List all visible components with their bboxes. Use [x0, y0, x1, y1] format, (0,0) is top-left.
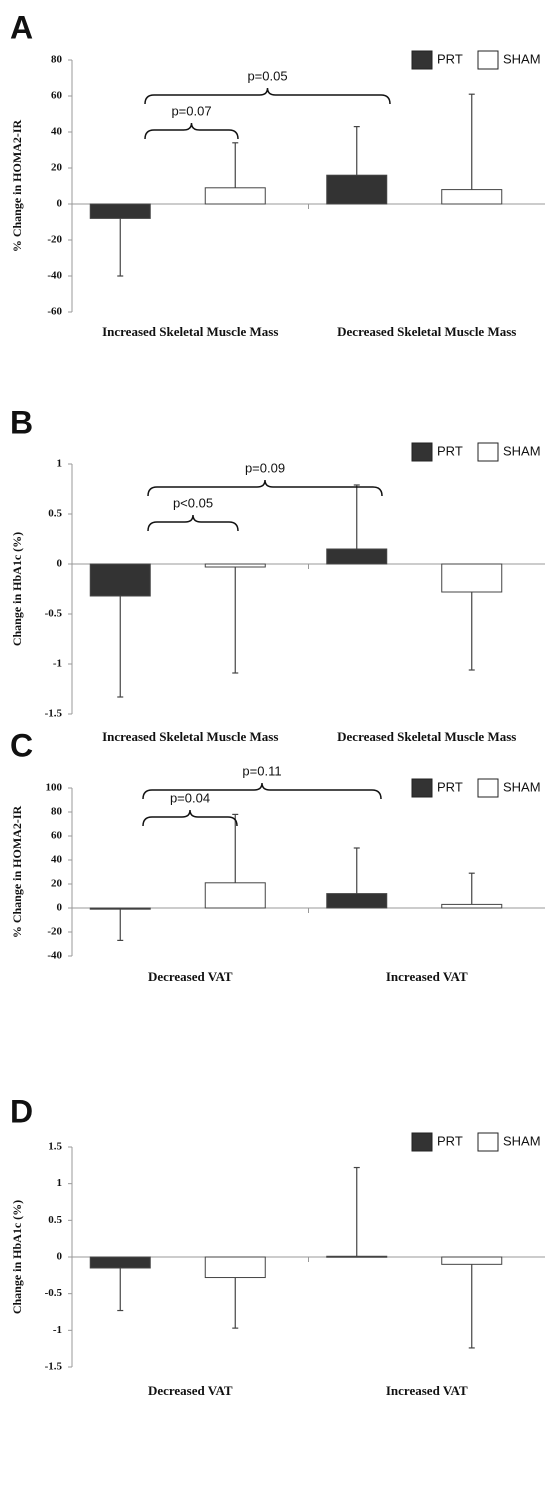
x-tick-label: Increased Skeletal Muscle Mass: [102, 324, 278, 339]
y-tick-label: -1.5: [45, 708, 63, 720]
y-tick-label: 80: [51, 54, 63, 66]
y-axis-label: % Change in HOMA2-IR: [10, 119, 24, 252]
y-tick-label: 40: [51, 126, 63, 138]
legend-label: SHAM: [503, 51, 541, 66]
legend-swatch: [477, 1132, 499, 1152]
p-value: p=0.09: [245, 460, 285, 475]
y-tick-label: 0.5: [48, 508, 62, 520]
bar: [326, 893, 388, 909]
panel-letter: B: [10, 404, 33, 440]
y-tick-label: -1.5: [45, 1361, 63, 1373]
bar: [89, 1256, 151, 1269]
bar: [441, 563, 503, 593]
y-tick-label: 0: [57, 558, 63, 570]
legend-swatch: [477, 778, 499, 798]
x-tick-label: Decreased VAT: [148, 1383, 233, 1398]
y-tick-label: -1: [53, 658, 62, 670]
y-tick-label: 60: [51, 830, 63, 842]
y-tick-label: 80: [51, 806, 63, 818]
p-value: p=0.11: [242, 763, 281, 778]
legend-label: PRT: [437, 443, 463, 458]
y-tick-label: 0: [57, 902, 63, 914]
y-tick-label: -60: [47, 306, 62, 318]
p-value: p=0.05: [247, 68, 287, 83]
y-tick-label: 0: [57, 1251, 63, 1263]
significance-bracket: [147, 514, 239, 532]
significance-bracket: [144, 87, 391, 105]
y-tick-label: 0: [57, 198, 63, 210]
bar: [204, 882, 266, 909]
bar: [89, 907, 151, 910]
significance-bracket: [147, 479, 383, 497]
y-tick-label: 40: [51, 854, 63, 866]
x-tick-label: Decreased Skeletal Muscle Mass: [337, 729, 516, 744]
p-value: p=0.07: [171, 103, 211, 118]
y-tick-label: -0.5: [45, 608, 63, 620]
bar: [89, 203, 151, 219]
y-tick-label: -40: [47, 950, 62, 962]
y-tick-label: -0.5: [45, 1287, 63, 1299]
bar: [204, 1256, 266, 1279]
panel-letter: C: [10, 727, 33, 763]
y-tick-label: 0.5: [48, 1214, 62, 1226]
bar: [89, 563, 151, 597]
y-tick-label: 1: [57, 1177, 63, 1189]
legend-label: PRT: [437, 779, 463, 794]
legend-swatch: [411, 778, 433, 798]
legend-label: PRT: [437, 1133, 463, 1148]
y-tick-label: -20: [47, 926, 62, 938]
bar: [441, 1256, 503, 1265]
bar: [326, 548, 388, 565]
legend-swatch: [411, 50, 433, 70]
y-tick-label: -20: [47, 234, 62, 246]
y-tick-label: 20: [51, 878, 63, 890]
legend-swatch: [477, 50, 499, 70]
significance-bracket: [142, 809, 238, 827]
bar: [326, 1255, 388, 1258]
panel-letter: D: [10, 1093, 33, 1129]
y-tick-label: 60: [51, 90, 63, 102]
p-value: p=0.04: [170, 790, 210, 805]
y-tick-label: 1: [57, 458, 63, 470]
y-axis-label: Change in HbA1c (%): [10, 1200, 24, 1314]
bar: [204, 563, 266, 568]
y-tick-label: 20: [51, 162, 63, 174]
p-value: p<0.05: [173, 495, 213, 510]
significance-bracket: [142, 782, 382, 800]
bar: [441, 903, 503, 909]
bar: [441, 189, 503, 205]
x-tick-label: Increased Skeletal Muscle Mass: [102, 729, 278, 744]
panel-letter: A: [10, 9, 33, 45]
bar: [326, 174, 388, 205]
x-tick-label: Decreased VAT: [148, 969, 233, 984]
legend-label: SHAM: [503, 443, 541, 458]
x-tick-label: Decreased Skeletal Muscle Mass: [337, 324, 516, 339]
bar: [204, 187, 266, 205]
y-tick-label: -40: [47, 270, 62, 282]
legend-swatch: [477, 442, 499, 462]
legend-label: SHAM: [503, 779, 541, 794]
y-tick-label: 1.5: [48, 1141, 62, 1153]
legend-swatch: [411, 1132, 433, 1152]
x-tick-label: Increased VAT: [386, 969, 468, 984]
y-axis-label: Change in HbA1c (%): [10, 532, 24, 646]
y-axis-label: % Change in HOMA2-IR: [10, 805, 24, 938]
legend-label: PRT: [437, 51, 463, 66]
legend-label: SHAM: [503, 1133, 541, 1148]
significance-bracket: [144, 122, 239, 140]
legend-swatch: [411, 442, 433, 462]
x-tick-label: Increased VAT: [386, 1383, 468, 1398]
y-tick-label: -1: [53, 1324, 62, 1336]
y-tick-label: 100: [46, 782, 63, 794]
